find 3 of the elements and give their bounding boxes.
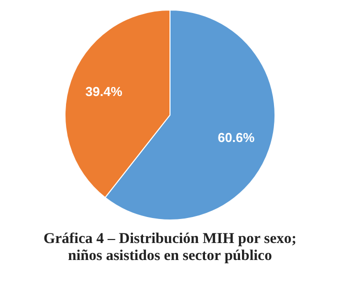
text: Gráfica 4 – Distribución MIH por sexo; niños asistidos en sector público [43,231,297,264]
data-label: 39.4% [85,84,123,100]
data-label: 60.6% [218,130,256,145]
